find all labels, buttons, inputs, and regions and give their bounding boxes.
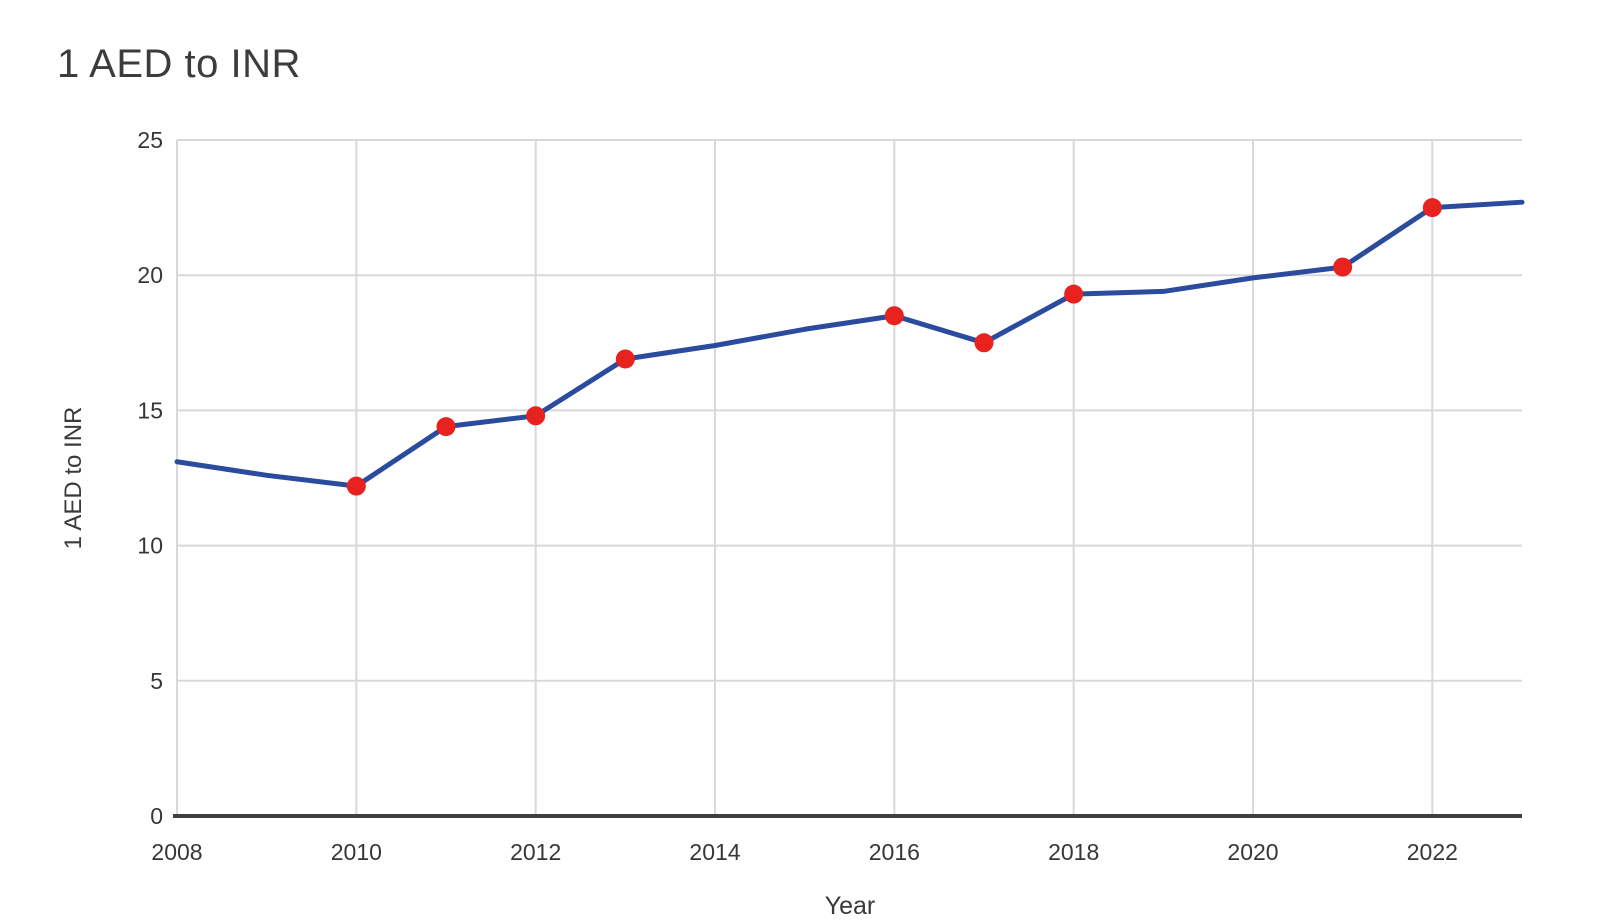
x-tick-label: 2010 bbox=[331, 839, 382, 865]
x-tick-label: 2016 bbox=[869, 839, 920, 865]
x-tick-label: 2008 bbox=[151, 839, 202, 865]
data-point-marker bbox=[615, 349, 635, 369]
y-axis-title: 1 AED to INR bbox=[60, 406, 87, 550]
x-axis-title: Year bbox=[824, 892, 876, 920]
y-tick-label: 5 bbox=[150, 668, 163, 694]
data-point-marker bbox=[1333, 257, 1353, 277]
x-tick-label: 2014 bbox=[689, 839, 740, 865]
data-point-marker bbox=[526, 406, 546, 426]
data-point-marker bbox=[346, 476, 366, 496]
data-point-marker bbox=[884, 306, 904, 326]
y-tick-label: 10 bbox=[137, 533, 163, 559]
y-tick-label: 20 bbox=[137, 262, 163, 288]
y-tick-label: 0 bbox=[150, 803, 163, 829]
y-tick-label: 25 bbox=[137, 127, 163, 153]
series-line bbox=[174, 199, 1525, 489]
data-point-marker bbox=[436, 417, 456, 437]
data-point-marker bbox=[1422, 198, 1442, 218]
data-point-marker bbox=[1064, 284, 1084, 304]
x-tick-label: 2022 bbox=[1407, 839, 1458, 865]
y-tick-label: 15 bbox=[137, 397, 163, 423]
x-tick-label: 2018 bbox=[1048, 839, 1099, 865]
x-tick-label: 2012 bbox=[510, 839, 561, 865]
data-point-marker bbox=[974, 333, 994, 353]
x-tick-label: 2020 bbox=[1227, 839, 1278, 865]
chart-title: 1 AED to INR bbox=[57, 42, 301, 86]
